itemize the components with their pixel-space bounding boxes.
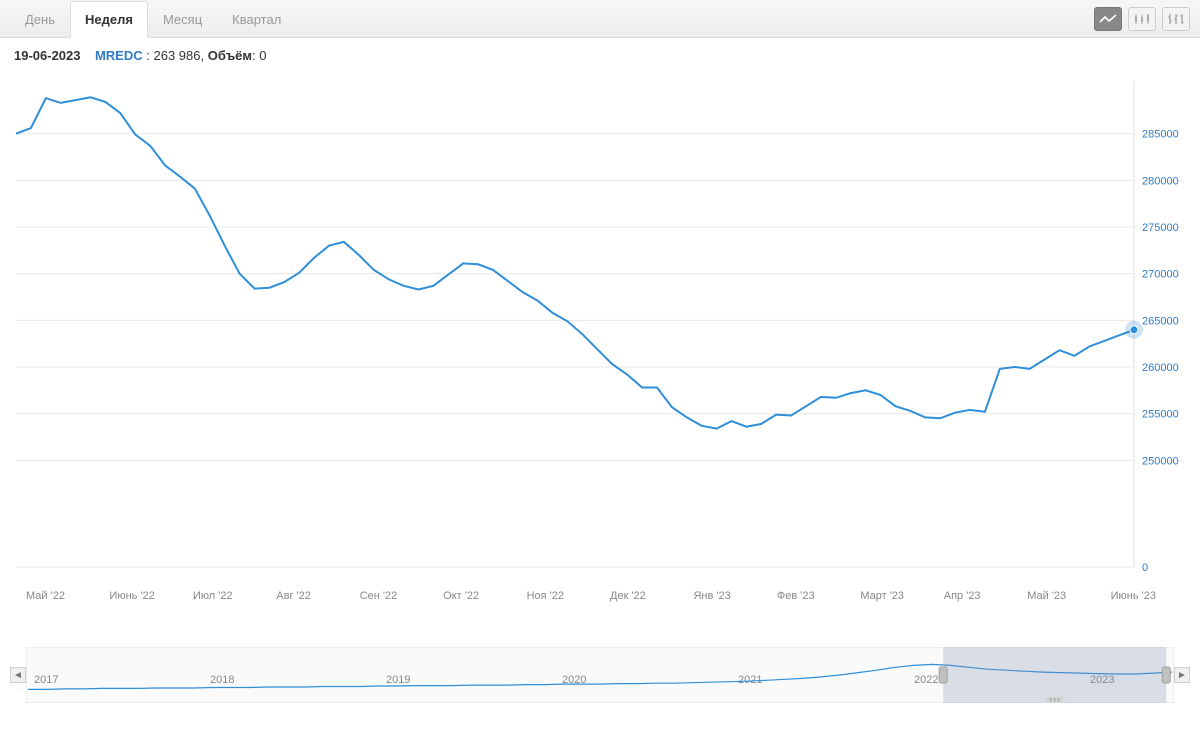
navigator-chart[interactable]: 2017201820192020202120222023: [26, 647, 1174, 703]
nav-right-button[interactable]: ►: [1174, 667, 1190, 683]
readout-volume-label: Объём: [208, 48, 252, 63]
tab-day[interactable]: День: [10, 1, 70, 37]
navigator: ◄ 2017201820192020202120222023 ►: [10, 647, 1190, 703]
line-chart-icon[interactable]: [1094, 7, 1122, 31]
toolbar: День Неделя Месяц Квартал: [0, 0, 1200, 38]
svg-text:Июнь '23: Июнь '23: [1111, 590, 1156, 602]
svg-text:250000: 250000: [1142, 455, 1179, 467]
svg-text:280000: 280000: [1142, 175, 1179, 187]
main-chart[interactable]: 250000 255000 260000 265000 270000 275000 2800…: [10, 67, 1190, 647]
svg-text:265000: 265000: [1142, 315, 1179, 327]
nav-left-button[interactable]: ◄: [10, 667, 26, 683]
svg-text:285000: 285000: [1142, 129, 1179, 141]
svg-text:2021: 2021: [738, 674, 762, 686]
svg-text:Апр '23: Апр '23: [944, 590, 981, 602]
svg-text:Фев '23: Фев '23: [777, 590, 815, 602]
tab-week[interactable]: Неделя: [70, 1, 148, 38]
tab-quarter[interactable]: Квартал: [217, 1, 296, 37]
candlestick-icon[interactable]: [1128, 7, 1156, 31]
svg-text:0: 0: [1142, 562, 1148, 574]
data-readout: 19-06-2023 MREDC : 263 986, Объём: 0: [0, 38, 1200, 67]
svg-text:Сен '22: Сен '22: [360, 590, 398, 602]
svg-text:Янв '23: Янв '23: [693, 590, 730, 602]
svg-text:Ноя '22: Ноя '22: [527, 590, 564, 602]
chart-type-icons: [1094, 7, 1190, 31]
svg-text:255000: 255000: [1142, 409, 1179, 421]
period-tabs: День Неделя Месяц Квартал: [10, 1, 296, 37]
tab-month[interactable]: Месяц: [148, 1, 217, 37]
svg-text:Май '23: Май '23: [1027, 590, 1066, 602]
svg-text:Май '22: Май '22: [26, 590, 65, 602]
svg-text:Июнь '22: Июнь '22: [109, 590, 154, 602]
svg-text:Авг '22: Авг '22: [276, 590, 311, 602]
svg-text:Окт '22: Окт '22: [443, 590, 479, 602]
svg-text:2018: 2018: [210, 674, 234, 686]
svg-text:260000: 260000: [1142, 362, 1179, 374]
readout-value: 263 986: [153, 48, 200, 63]
svg-text:2017: 2017: [34, 674, 58, 686]
ohlc-icon[interactable]: [1162, 7, 1190, 31]
svg-text:275000: 275000: [1142, 222, 1179, 234]
svg-text:2019: 2019: [386, 674, 410, 686]
readout-volume: 0: [259, 48, 266, 63]
svg-text:2022: 2022: [914, 674, 938, 686]
svg-text:Март '23: Март '23: [860, 590, 904, 602]
readout-ticker: MREDC: [95, 48, 143, 63]
svg-text:270000: 270000: [1142, 269, 1179, 281]
readout-date: 19-06-2023: [14, 48, 81, 63]
svg-text:Июл '22: Июл '22: [193, 590, 233, 602]
svg-text:Дек '22: Дек '22: [610, 590, 646, 602]
